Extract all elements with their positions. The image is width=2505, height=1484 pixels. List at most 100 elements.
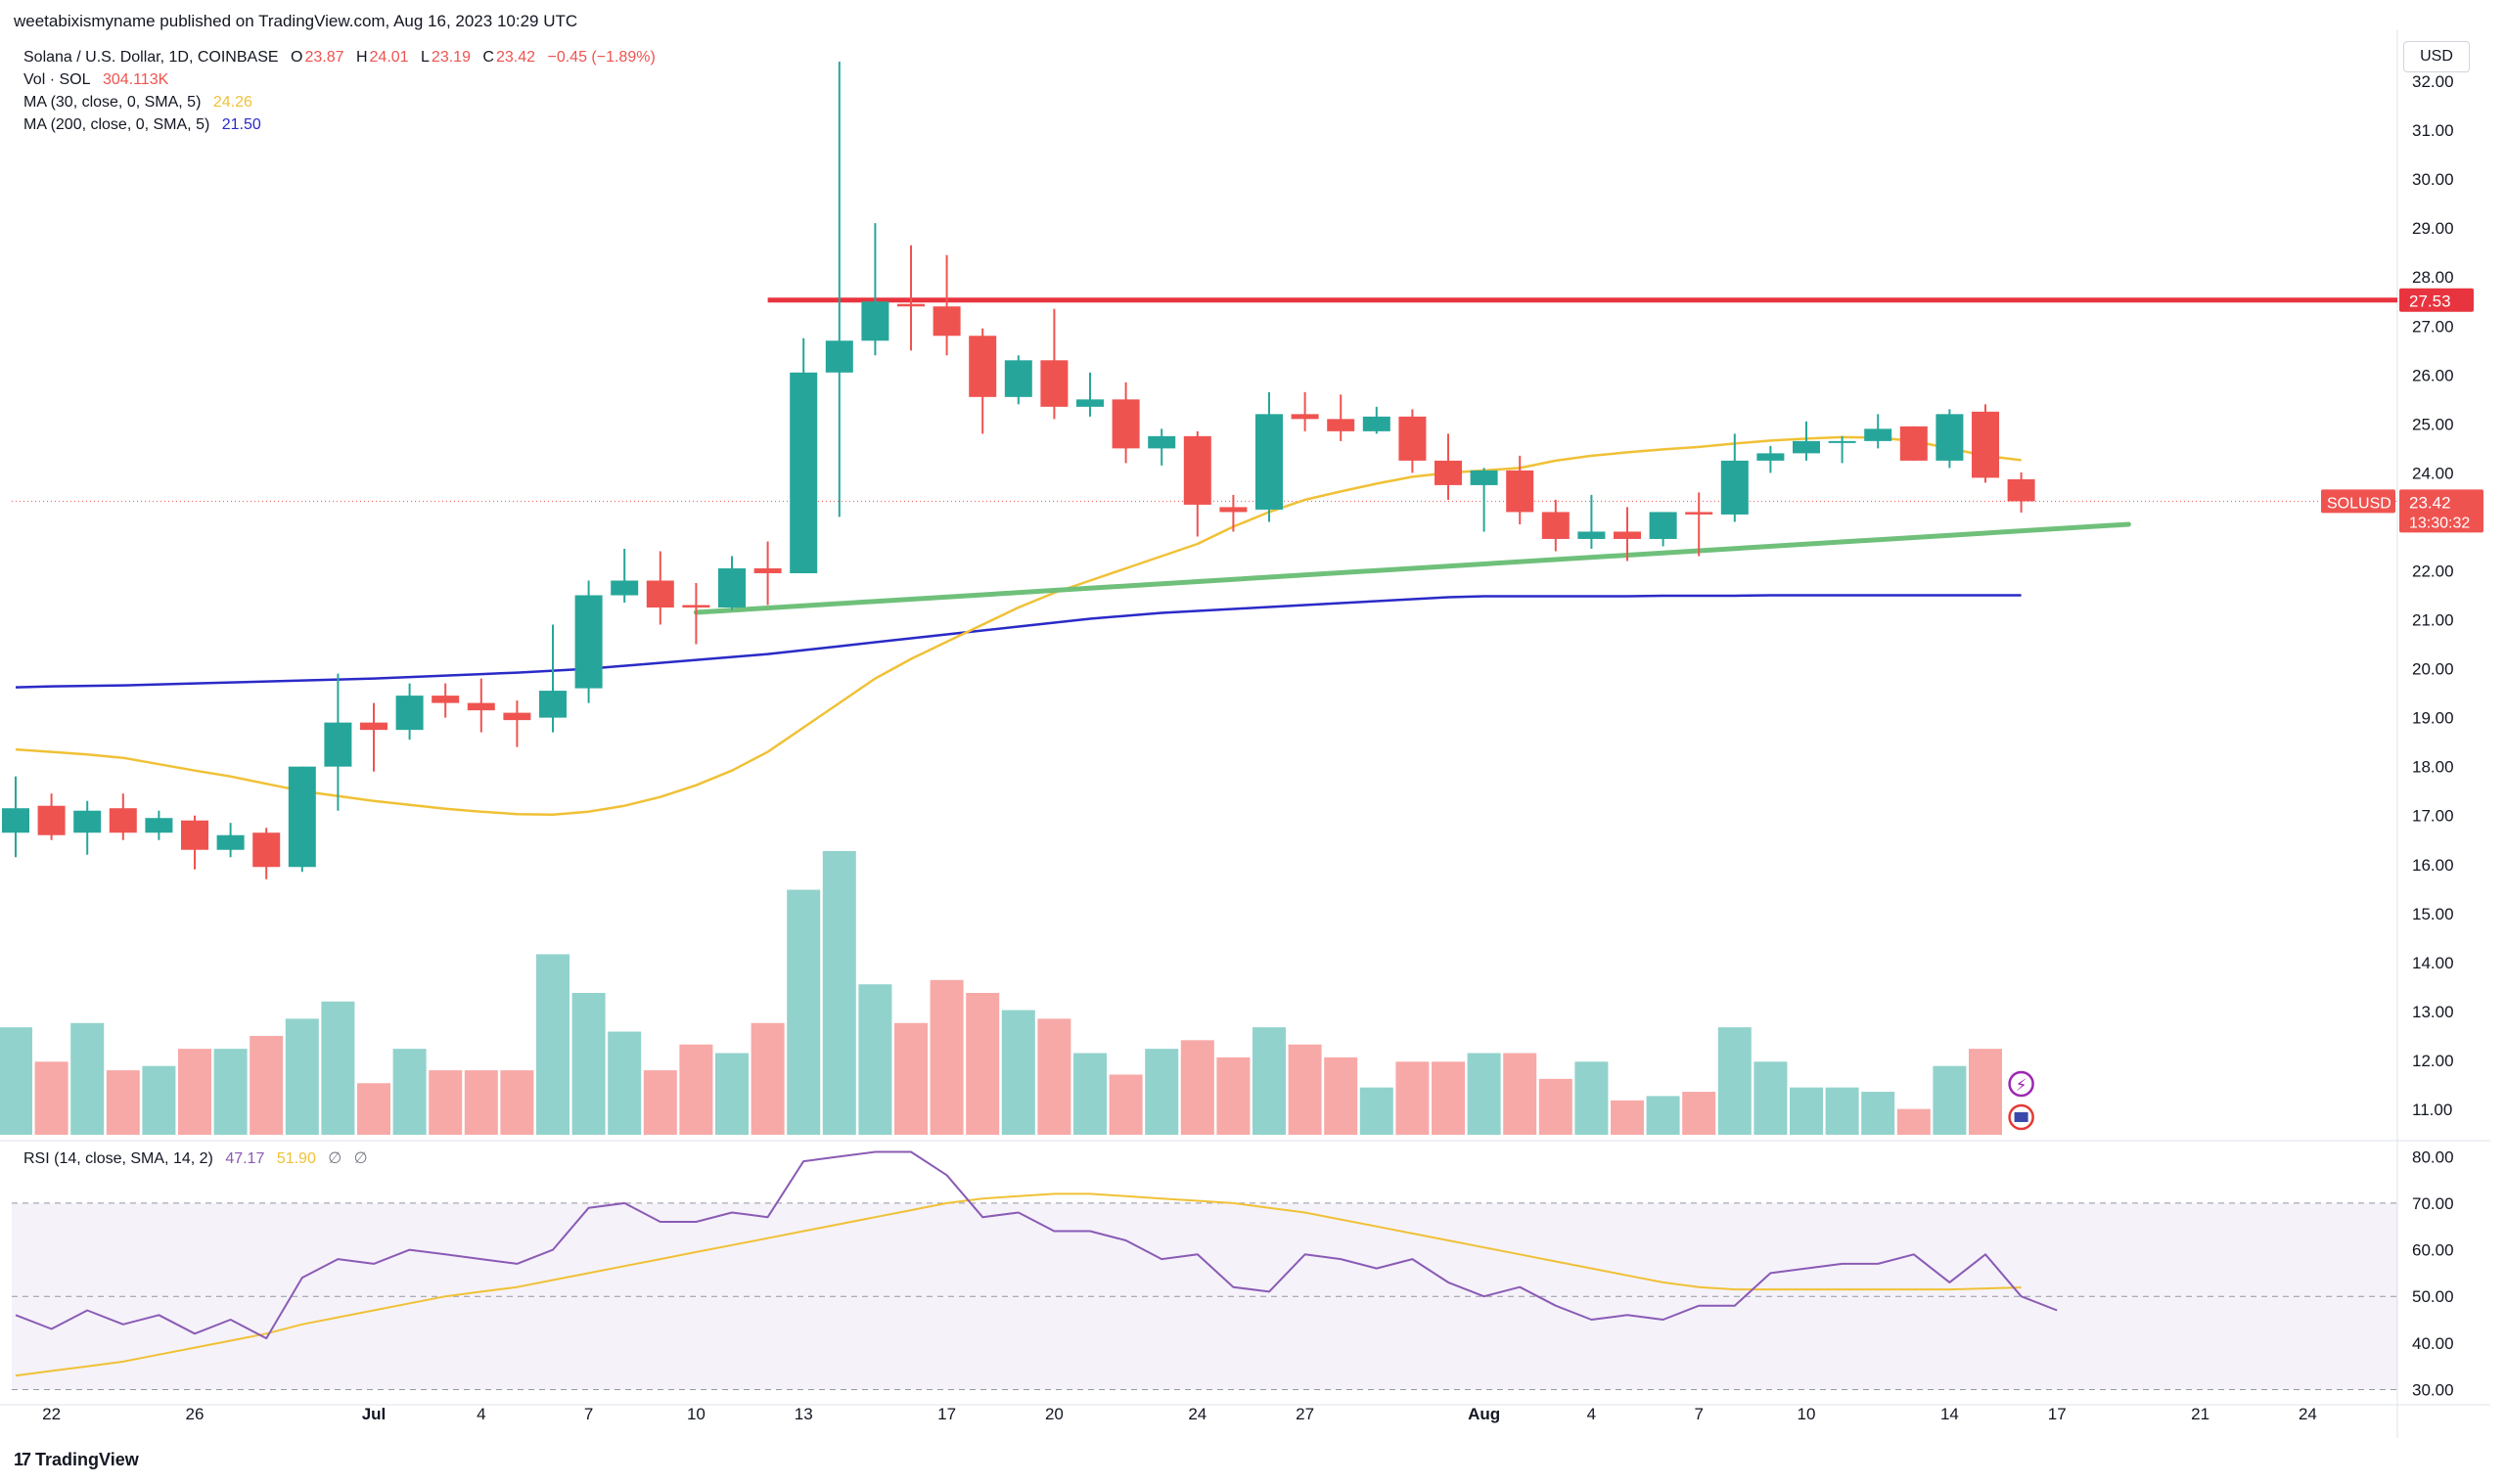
candle-body	[109, 808, 137, 833]
candle-body	[181, 820, 208, 850]
candle-body	[825, 340, 853, 373]
symbol-tag-label: SOLUSD	[2327, 495, 2391, 512]
resistance-price-tag	[2399, 288, 2474, 312]
candle-body	[1720, 460, 1749, 515]
volume-bar	[1933, 1065, 1967, 1135]
date-axis-tick: 4	[1587, 1405, 1596, 1423]
volume-bar	[679, 1044, 713, 1135]
volume-bar	[250, 1035, 284, 1135]
legend-ma30-value: 24.26	[212, 94, 252, 111]
volume-bar	[643, 1070, 677, 1135]
legend-ma200-label[interactable]: MA (200, close, 0, SMA, 5)	[23, 116, 210, 133]
rsi-axis-tick: 80.00	[2412, 1147, 2454, 1166]
candle-body	[2, 808, 29, 833]
currency-button[interactable]: USD	[2403, 41, 2470, 72]
candle-body	[611, 580, 639, 596]
candle-body	[1148, 435, 1176, 449]
volume-bar	[34, 1061, 68, 1135]
candle-body	[718, 567, 746, 608]
volume-bar	[1216, 1057, 1251, 1135]
date-axis-tick: 13	[795, 1405, 813, 1423]
volume-bar	[500, 1070, 534, 1135]
price-axis-tick: 12.00	[2412, 1052, 2454, 1070]
rsi-line	[15, 1150, 2058, 1340]
price-axis-tick: 14.00	[2412, 954, 2454, 972]
resistance-price-tag-label: 27.53	[2409, 292, 2451, 311]
volume-bar	[321, 1001, 355, 1135]
volume-bar	[429, 1070, 463, 1135]
candle-body	[2007, 478, 2035, 502]
price-axis-tick: 18.00	[2412, 758, 2454, 777]
legend-volume-label[interactable]: Vol · SOL	[23, 71, 91, 88]
legend-volume-line: Vol · SOL 304.113K	[23, 71, 170, 89]
candle-body	[1864, 428, 1892, 441]
price-axis-tick: 17.00	[2412, 807, 2454, 826]
candle-body	[1756, 453, 1785, 461]
legend-rsi-value: 47.17	[225, 1150, 265, 1167]
legend-rsi-ma-value: 51.90	[276, 1150, 316, 1167]
volume-bar	[1574, 1061, 1609, 1135]
legend-rsi-label[interactable]: RSI (14, close, SMA, 14, 2)	[23, 1150, 213, 1167]
date-axis-tick: Jul	[362, 1405, 387, 1423]
date-axis-tick: 4	[477, 1405, 485, 1423]
legend-symbol-line: Solana / U.S. Dollar, 1D, COINBASE O 23.8…	[23, 49, 658, 67]
rsi-ma-line	[15, 1192, 2022, 1377]
price-axis-tick: 28.00	[2412, 268, 2454, 287]
volume-bar	[357, 1083, 390, 1135]
tradingview-brand: TradingView	[35, 1450, 139, 1469]
candle-body	[790, 372, 818, 573]
date-axis-tick: 7	[584, 1405, 593, 1423]
volume-bar	[571, 993, 606, 1135]
tradingview-logo[interactable]: 17 TradingView	[14, 1450, 139, 1470]
volume-bar	[1467, 1053, 1501, 1135]
legend-ma30-label[interactable]: MA (30, close, 0, SMA, 5)	[23, 94, 202, 111]
volume-bar	[1252, 1027, 1286, 1135]
price-axis-tick: 22.00	[2412, 562, 2454, 580]
volume-bar	[285, 1018, 319, 1135]
legend-high-label: H	[355, 49, 368, 66]
candle-body	[1291, 414, 1319, 420]
legend-symbol[interactable]: Solana / U.S. Dollar, 1D, COINBASE	[23, 49, 279, 66]
candle-body	[1362, 416, 1390, 431]
volume-bar	[1324, 1057, 1358, 1135]
volume-bar	[1359, 1087, 1393, 1135]
volume-bar	[106, 1070, 140, 1135]
volume-bar	[1611, 1100, 1644, 1135]
last-price-tag-label: 23.42	[2409, 493, 2451, 512]
event-flash-icon-glyph: ⚡	[2016, 1076, 2027, 1095]
volume-bar	[787, 889, 821, 1135]
candle-body	[324, 722, 352, 767]
volume-bar	[1109, 1074, 1143, 1135]
volume-bar	[1037, 1018, 1071, 1135]
volume-bar	[1682, 1092, 1716, 1135]
candle-body	[73, 810, 102, 833]
legend-low-value: 23.19	[431, 49, 471, 66]
candle-body	[360, 722, 387, 731]
volume-bar	[715, 1053, 749, 1135]
ma30-line	[15, 435, 2022, 816]
volume-bar	[966, 993, 1000, 1135]
candle-body	[753, 567, 782, 573]
candle-body	[1506, 470, 1534, 513]
symbol-tag	[2321, 489, 2395, 514]
candle-body	[1327, 419, 1355, 431]
published-header: weetabixismyname published on TradingVie…	[14, 12, 578, 30]
candle-body	[395, 696, 424, 731]
tradingview-logo-icon: 17	[14, 1450, 31, 1469]
date-axis-tick: 26	[186, 1405, 205, 1423]
rsi-axis-tick: 70.00	[2412, 1194, 2454, 1213]
candle-body	[646, 580, 674, 608]
volume-bar	[70, 1022, 105, 1135]
volume-bar	[1073, 1053, 1107, 1135]
candle-body	[252, 832, 281, 868]
rsi-axis-tick: 40.00	[2412, 1334, 2454, 1353]
candle-body	[1936, 414, 1964, 461]
volume-bar	[894, 1022, 928, 1135]
volume-bar	[608, 1031, 642, 1135]
date-axis-tick: 14	[1940, 1405, 1959, 1423]
rsi-band	[12, 1202, 2397, 1390]
date-axis-tick: 10	[687, 1405, 706, 1423]
rsi-axis-tick: 30.00	[2412, 1380, 2454, 1399]
legend-change: −0.45 (−1.89%)	[547, 49, 656, 66]
